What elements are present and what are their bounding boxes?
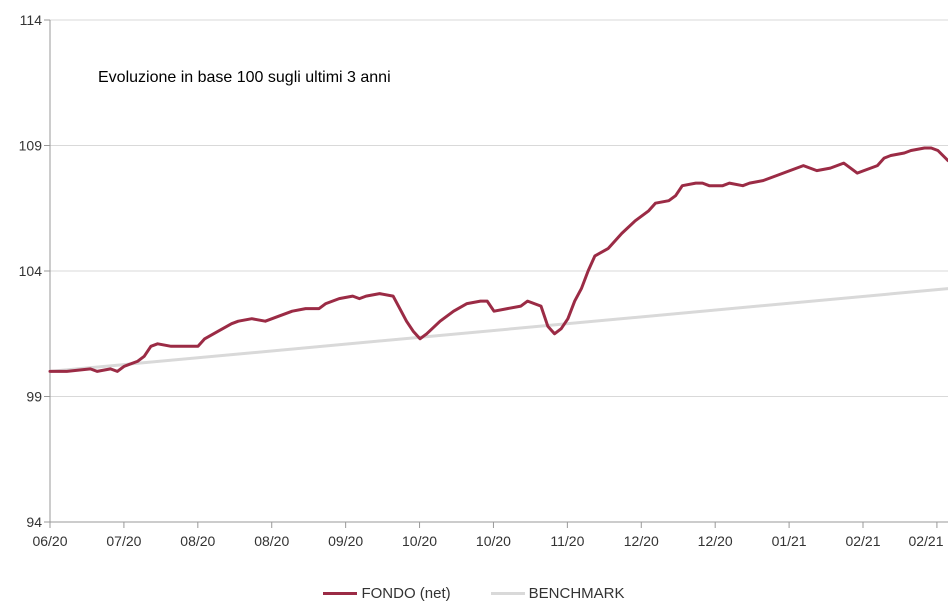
x-tick-label: 08/20	[254, 533, 289, 549]
grid-lines	[50, 19, 948, 397]
x-tick-label: 01/21	[772, 533, 807, 549]
x-tick-label: 06/20	[32, 533, 67, 549]
x-tick-label: 09/20	[328, 533, 363, 549]
x-tick-label: 07/20	[106, 533, 141, 549]
chart-title: Evoluzione in base 100 sugli ultimi 3 an…	[98, 69, 391, 86]
y-tick-label: 99	[26, 389, 42, 405]
x-tick-label: 12/20	[624, 533, 659, 549]
series-line-fondo	[48, 146, 948, 373]
x-axis-ticks: 06/20 07/20 08/20 08/20 09/20 10/20 10/20 11/20…	[32, 522, 944, 549]
legend-label-benchmark: BENCHMARK	[528, 584, 625, 602]
legend-item-benchmark: BENCHMARK	[490, 584, 625, 602]
series-line-benchmark	[48, 287, 948, 373]
x-tick-label: 12/20	[698, 533, 733, 549]
y-tick-label: 104	[19, 263, 43, 279]
x-tick-label: 08/20	[180, 533, 215, 549]
legend-swatch-fondo	[323, 591, 358, 595]
y-axis-ticks: 94 99 104 109 114	[19, 12, 50, 530]
legend-swatch-benchmark	[490, 591, 525, 595]
y-tick-label: 114	[20, 12, 43, 28]
series-layer	[48, 146, 948, 373]
y-tick-label: 109	[19, 138, 43, 154]
legend-label-fondo: FONDO (net)	[361, 584, 451, 602]
y-tick-label: 94	[26, 514, 42, 530]
x-tick-label: 02/21	[908, 533, 943, 549]
x-tick-label: 10/20	[476, 533, 511, 549]
legend: FONDO (net) BENCHMARK	[0, 583, 948, 603]
x-tick-label: 10/20	[402, 533, 437, 549]
x-tick-label: 11/20	[550, 533, 584, 549]
legend-item-fondo: FONDO (net)	[323, 584, 451, 602]
x-tick-label: 02/21	[845, 533, 880, 549]
